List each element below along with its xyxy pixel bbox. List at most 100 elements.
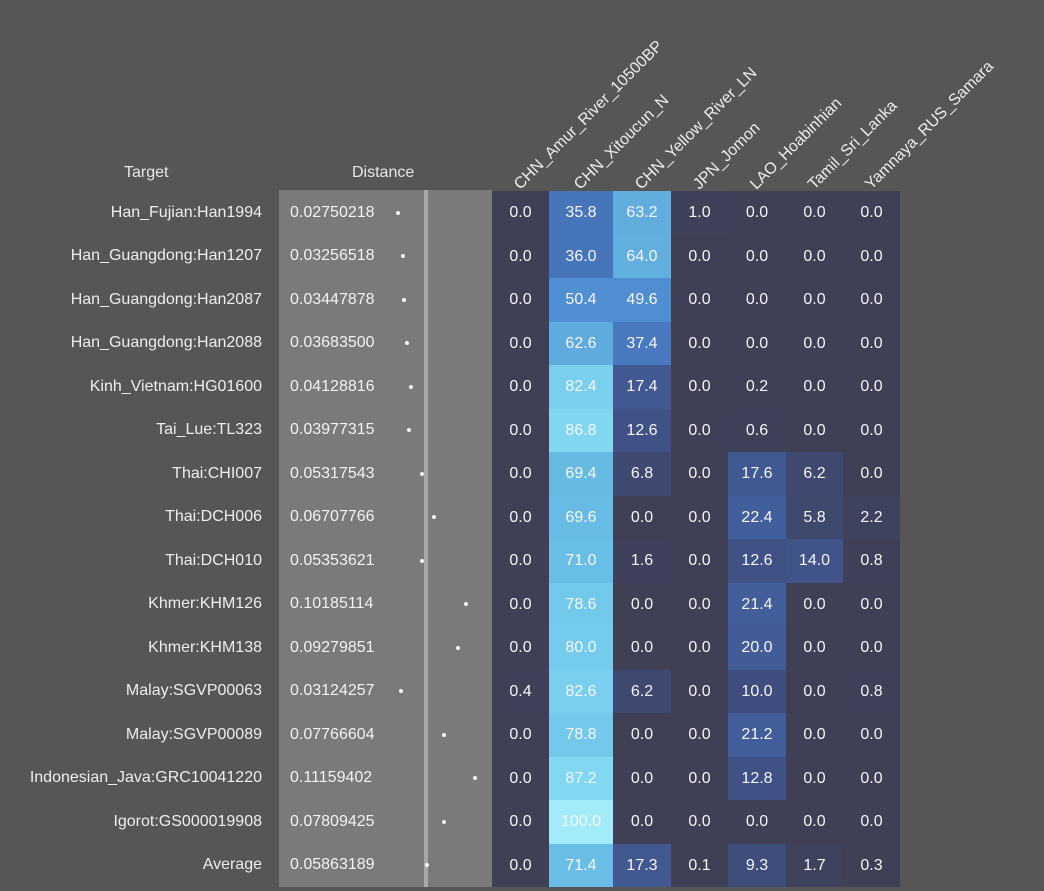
heatmap-cell: 1.6 [613,539,671,583]
row-label: Kinh_Vietnam:HG01600 [89,377,262,395]
heatmap-cell: 0.0 [671,321,728,365]
heatmap-cell: 0.8 [843,539,900,583]
heatmap-cell: 0.0 [671,495,728,539]
heatmap-cell: 49.6 [613,278,671,322]
distance-dot [404,341,409,346]
heatmap-cell: 6.2 [786,452,843,496]
heatmap-cell: 0.0 [786,713,843,757]
heatmap-cell: 0.4 [492,669,549,713]
heatmap-cell: 12.6 [728,539,786,583]
distance-value: 0.03124257 [290,682,375,700]
heatmap-cell: 20.0 [728,626,786,670]
heatmap-cell: 0.0 [492,408,549,452]
heatmap-cell: 0.0 [843,365,900,409]
row-label: Tai_Lue:TL323 [156,421,262,439]
heatmap-cell: 0.0 [671,756,728,800]
distance-value: 0.11159402 [290,769,373,787]
distance-value: 0.05863189 [290,856,375,874]
heatmap-cell: 0.0 [671,452,728,496]
heatmap-cell: 0.0 [492,452,549,496]
heatmap-cell: 0.0 [843,626,900,670]
distance-value: 0.05353621 [290,551,375,569]
row-label: Khmer:KHM126 [148,595,262,613]
heatmap-cell: 1.0 [671,191,728,235]
heatmap-cell: 0.0 [671,800,728,844]
distance-column-header: Distance [352,164,415,181]
heatmap-cell: 37.4 [613,321,671,365]
distance-dot [396,210,401,215]
heatmap-cell: 0.0 [492,713,549,757]
heatmap-cell: 0.0 [492,582,549,626]
heatmap-cell: 0.3 [843,843,900,887]
heatmap-cell: 78.6 [549,582,613,626]
heatmap-cell: 0.0 [786,234,843,278]
heatmap-cell: 71.0 [549,539,613,583]
distance-dot [399,689,404,694]
heatmap-cell: 0.0 [843,278,900,322]
heatmap-cell: 0.0 [671,669,728,713]
heatmap-cell: 0.0 [728,191,786,235]
distance-value: 0.03447878 [290,290,375,308]
heatmap-cell: 0.8 [843,669,900,713]
heatmap-cell: 0.0 [492,843,549,887]
heatmap-cell: 35.8 [549,191,613,235]
row-label: Indonesian_Java:GRC10041220 [29,769,262,787]
heatmap-cell: 17.3 [613,843,671,887]
heatmap-cell: 62.6 [549,321,613,365]
distance-value: 0.06707766 [290,508,375,526]
row-label: Igorot:GS000019908 [113,812,262,830]
heatmap-cell: 0.0 [492,321,549,365]
distance-dot [407,428,412,433]
distance-dot [408,384,413,389]
heatmap-cell: 0.0 [492,539,549,583]
row-label: Khmer:KHM138 [148,638,262,656]
distance-dot [419,558,424,563]
distance-value: 0.02750218 [290,203,375,221]
heatmap-cell: 71.4 [549,843,613,887]
row-label: Thai:DCH006 [165,508,262,526]
distance-value: 0.07809425 [290,812,375,830]
heatmap-cell: 0.6 [728,408,786,452]
distance-value: 0.04128816 [290,377,375,395]
heatmap-cell: 0.0 [843,713,900,757]
heatmap-cell: 22.4 [728,495,786,539]
heatmap-cell: 0.0 [728,234,786,278]
distance-dot [473,776,478,781]
heatmap-cell: 17.4 [613,365,671,409]
distance-value: 0.05317543 [290,464,375,482]
heatmap-cell: 0.0 [728,321,786,365]
heatmap-cell: 0.0 [786,408,843,452]
heatmap-cell: 0.0 [671,539,728,583]
heatmap-cell: 0.0 [843,452,900,496]
heatmap-cell: 0.0 [786,365,843,409]
row-label: Han_Guangdong:Han2088 [70,334,262,352]
heatmap-cell: 0.0 [786,756,843,800]
heatmap-cell: 0.0 [492,234,549,278]
heatmap-cell: 0.0 [492,365,549,409]
heatmap-cell: 0.0 [613,756,671,800]
distance-dot [464,602,469,607]
heatmap-cell: 0.0 [728,800,786,844]
heatmap-cell: 63.2 [613,191,671,235]
heatmap-cell: 21.4 [728,582,786,626]
heatmap-cell: 0.0 [786,321,843,365]
heatmap-cell: 0.0 [613,495,671,539]
heatmap-cell: 0.2 [728,365,786,409]
heatmap-cell: 2.2 [843,495,900,539]
row-label: Han_Guangdong:Han1207 [70,247,262,265]
heatmap-cell: 21.2 [728,713,786,757]
heatmap-cell: 0.0 [671,582,728,626]
distance-dot [432,515,437,520]
heatmap-cell: 14.0 [786,539,843,583]
heatmap-cell: 0.0 [613,713,671,757]
row-label: Malay:SGVP00089 [125,725,262,743]
row-label: Han_Guangdong:Han2087 [70,290,262,308]
heatmap-cell: 10.0 [728,669,786,713]
distance-value: 0.10185114 [290,595,374,613]
heatmap-cell: 0.0 [786,800,843,844]
heatmap-cell: 12.6 [613,408,671,452]
heatmap-cell: 0.0 [671,365,728,409]
target-column-header: Target [124,164,169,181]
heatmap-cell: 86.8 [549,408,613,452]
heatmap-cell: 0.0 [843,408,900,452]
